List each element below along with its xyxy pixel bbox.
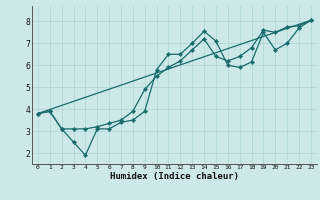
X-axis label: Humidex (Indice chaleur): Humidex (Indice chaleur)	[110, 172, 239, 181]
